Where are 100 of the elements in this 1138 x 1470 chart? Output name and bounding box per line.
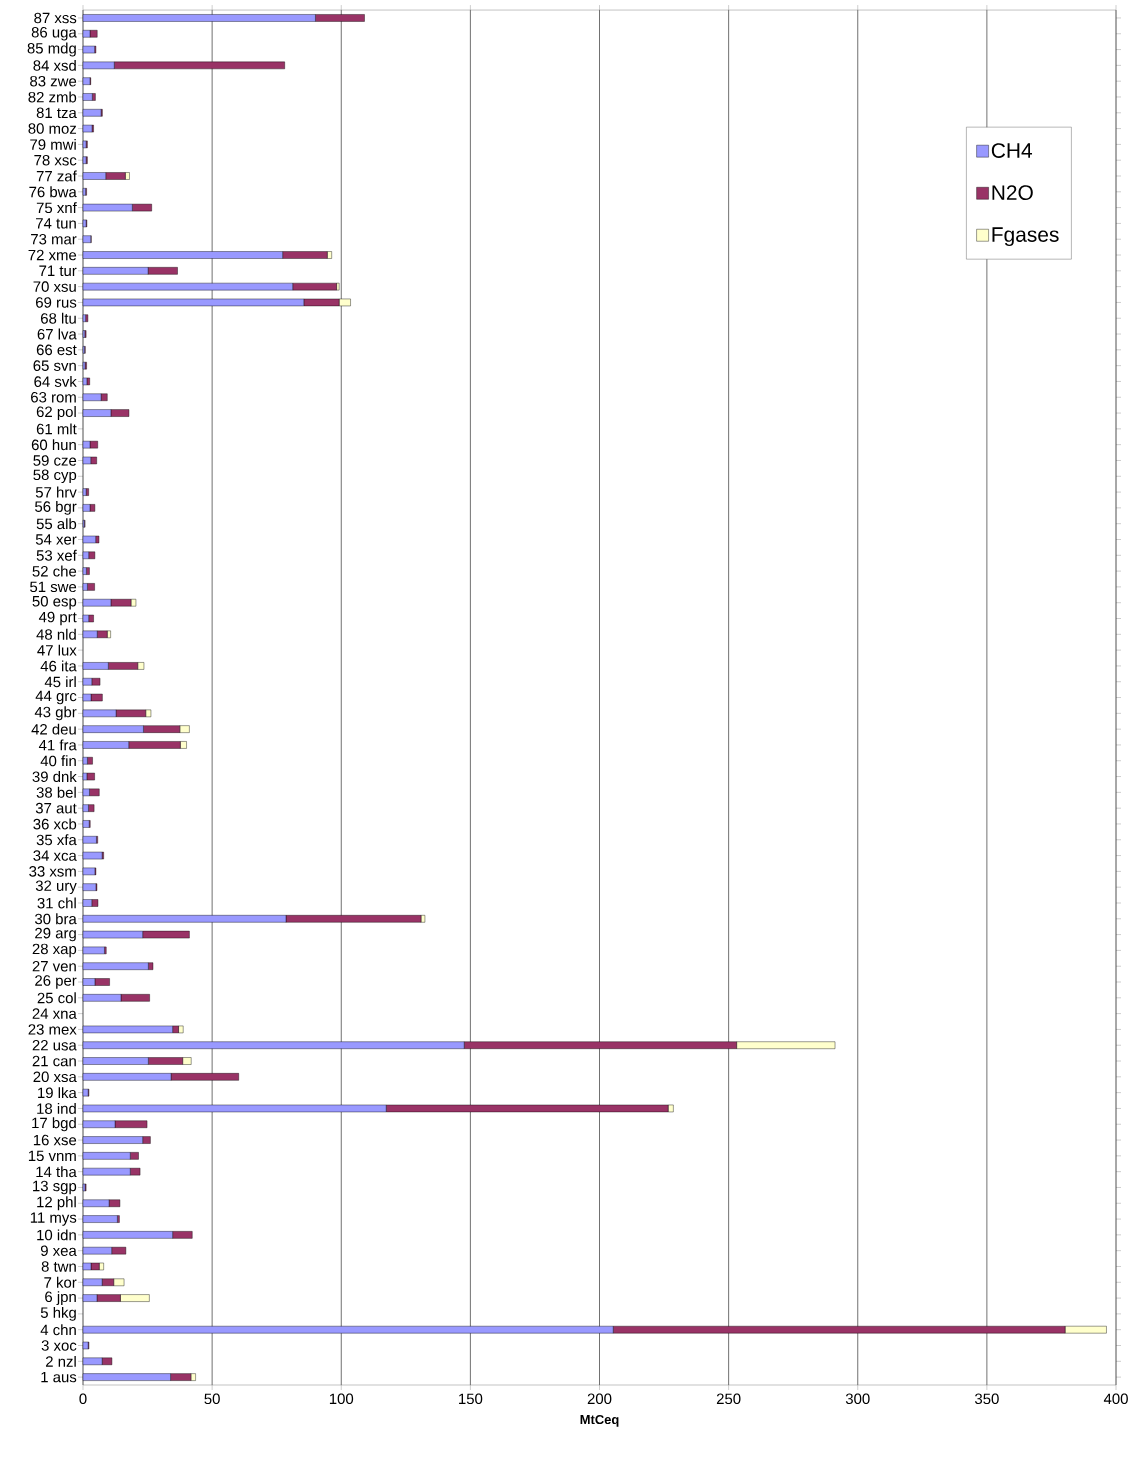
x-tick-label: 350 (974, 1393, 999, 1405)
y-tick-label: 63 rom (31, 391, 76, 403)
y-tick-label: 49 prt (38, 611, 77, 626)
y-tick-label: 19 lka (38, 1087, 77, 1099)
y-tick-label: 34 xca (33, 850, 77, 861)
y-tick-label: 56 bgr (35, 500, 77, 515)
y-tick-label: 15 vnm (28, 1150, 76, 1162)
y-tick-label: 2 nzl (45, 1355, 76, 1367)
y-tick-label: 83 zwe (30, 75, 77, 87)
y-tick-label: 51 swe (30, 581, 77, 593)
y-tick-label: 58 cyp (33, 469, 77, 484)
y-tick-label: 12 phl (37, 1196, 76, 1211)
y-tick-label: 18 ind (37, 1102, 76, 1114)
y-tick-label: 25 col (37, 992, 76, 1004)
y-tick-label: 6 jpn (45, 1291, 76, 1306)
y-tick-label: 87 xss (34, 12, 77, 24)
x-tick-label: 100 (329, 1393, 354, 1405)
y-tick-label: 45 irl (44, 676, 76, 688)
y-tick-label: 21 can (32, 1055, 76, 1067)
y-tick-label: 74 tun (36, 218, 76, 229)
y-tick-label: 36 xcb (33, 818, 77, 830)
y-tick-label: 9 xea (40, 1245, 77, 1256)
y-tick-label: 75 xnf (36, 202, 77, 214)
y-tick-label: 40 fin (40, 755, 76, 767)
y-tick-label: 82 zmb (28, 91, 77, 103)
y-tick-label: 13 sgp (33, 1180, 77, 1195)
y-tick-label: 53 xef (36, 549, 77, 561)
y-tick-label: 17 bgd (32, 1117, 76, 1132)
x-tick-label: 250 (716, 1393, 741, 1405)
y-tick-label: 79 mwi (30, 138, 76, 150)
y-tick-label: 33 xsm (29, 866, 76, 877)
y-tick-label: 24 xna (32, 1008, 77, 1019)
y-tick-label: 44 grc (35, 690, 77, 705)
y-tick-label: 26 per (35, 975, 77, 989)
y-tick-label: 14 tha (36, 1166, 77, 1178)
y-tick-label: 7 kor (44, 1276, 77, 1288)
y-tick-label: 41 fra (38, 739, 77, 751)
x-axis-title: MtCeq (580, 1414, 619, 1427)
y-tick-label: 69 rus (36, 297, 77, 308)
y-tick-label: 71 tur (39, 265, 77, 277)
y-tick-label: 35 xfa (36, 834, 77, 846)
y-tick-label: 31 chl (37, 897, 76, 909)
y-tick-label: 29 arg (35, 927, 76, 942)
y-tick-label: 20 xsa (33, 1071, 77, 1083)
y-tick-label: 86 uga (31, 26, 77, 41)
y-tick-label: 32 ury (35, 880, 77, 894)
y-tick-label: 10 idn (37, 1229, 76, 1241)
y-tick-label: 57 hrv (35, 486, 77, 498)
legend-label: N2O (992, 185, 1033, 201)
x-tick-label: 200 (587, 1393, 612, 1405)
y-tick-label: 73 mar (31, 233, 77, 245)
y-tick-label: 1 aus (41, 1371, 77, 1383)
y-tick-label: 66 est (36, 344, 77, 356)
y-tick-label: 22 usa (32, 1039, 77, 1051)
x-tick-label: 300 (845, 1393, 870, 1405)
y-tick-label: 60 hun (31, 439, 76, 451)
y-tick-label: 64 svk (34, 375, 77, 387)
y-tick-label: 80 moz (28, 123, 77, 134)
y-tick-label: 78 xsc (34, 154, 77, 166)
y-tick-label: 30 bra (34, 913, 77, 925)
y-tick-label: 84 xsd (33, 59, 76, 71)
y-tick-label: 70 xsu (33, 281, 76, 292)
x-tick-label: 0 (79, 1393, 87, 1405)
y-tick-label: 52 che (32, 565, 77, 577)
x-tick-label: 150 (459, 1393, 483, 1405)
y-tick-label: 67 lva (37, 328, 77, 340)
y-tick-label: 16 xse (33, 1134, 77, 1146)
y-tick-label: 37 aut (35, 802, 77, 814)
y-tick-label: 42 deu (31, 723, 76, 735)
x-tick-label: 400 (1103, 1393, 1128, 1405)
y-tick-label: 27 ven (32, 960, 76, 972)
y-tick-label: 68 ltu (41, 312, 76, 324)
y-tick-label: 85 mdg (27, 42, 76, 57)
y-tick-label: 47 lux (37, 644, 77, 656)
y-tick-label: 39 dnk (32, 771, 77, 783)
y-tick-label: 81 tza (36, 107, 77, 119)
y-tick-label: 54 xer (35, 534, 77, 545)
y-tick-label: 55 alb (36, 518, 77, 530)
y-tick-label: 77 zaf (36, 170, 77, 182)
y-tick-label: 59 cze (33, 455, 77, 466)
y-tick-label: 48 nld (36, 628, 76, 640)
y-tick-label: 76 bwa (29, 186, 77, 198)
y-tick-label: 23 mex (28, 1024, 77, 1035)
y-tick-label: 65 svn (33, 360, 76, 371)
y-tick-label: 43 gbr (34, 706, 77, 721)
y-tick-label: 5 hkg (40, 1306, 76, 1321)
y-tick-label: 62 pol (36, 406, 76, 421)
y-tick-label: 11 mys (30, 1212, 77, 1226)
y-tick-label: 8 twn (41, 1261, 76, 1272)
legend-label: CH4 (991, 143, 1033, 158)
y-tick-label: 38 bel (36, 786, 76, 798)
y-tick-label: 46 ita (40, 660, 77, 672)
y-tick-label: 50 esp (32, 595, 77, 610)
y-tick-label: 4 chn (40, 1324, 76, 1336)
legend-label: Fgases (992, 227, 1059, 247)
y-tick-label: 28 xap (32, 943, 77, 958)
y-tick-label: 72 xme (28, 249, 77, 261)
x-tick-label: 50 (204, 1393, 220, 1405)
y-tick-label: 3 xoc (41, 1340, 77, 1351)
y-tick-label: 61 mlt (36, 423, 77, 435)
